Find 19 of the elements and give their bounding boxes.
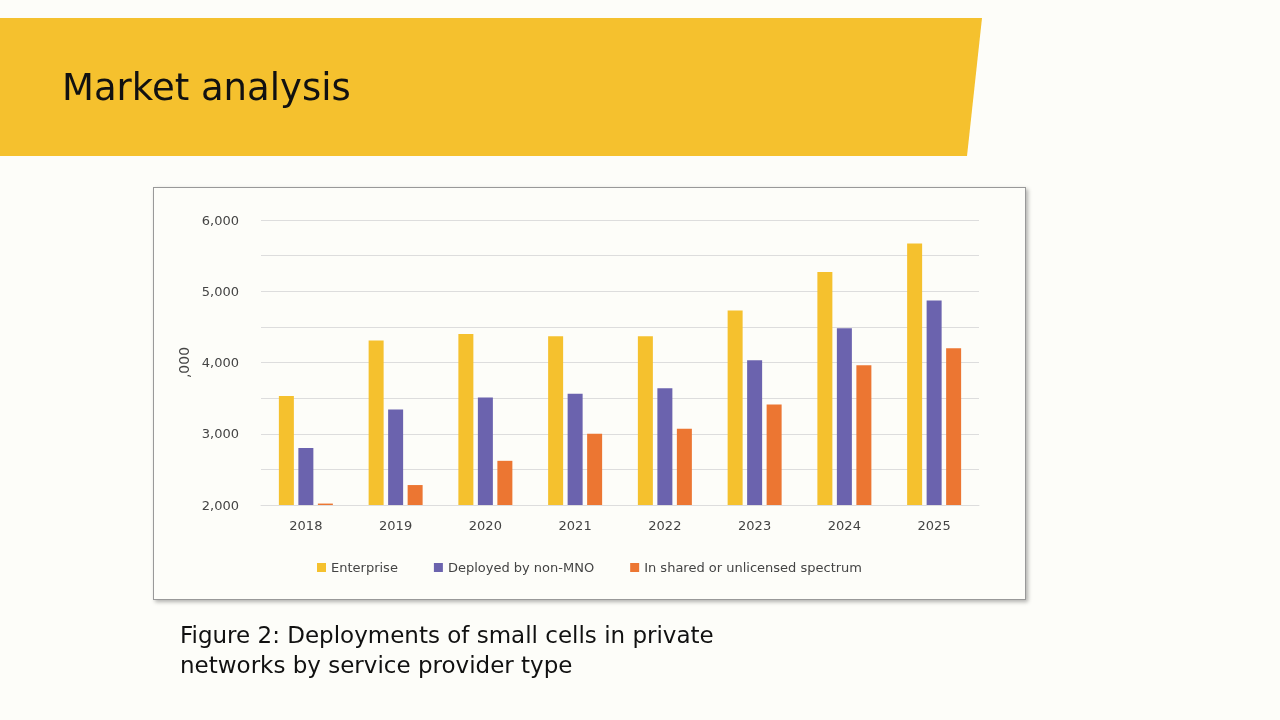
y-tick-label: 4,000 xyxy=(201,355,239,370)
x-tick-label: 2025 xyxy=(917,518,951,533)
x-tick-label: 2021 xyxy=(558,518,592,533)
x-tick-label: 2018 xyxy=(289,518,323,533)
y-axis-title: ,000 xyxy=(175,346,192,379)
y-tick-label: 5,000 xyxy=(201,283,239,299)
x-tick-label: 2019 xyxy=(379,518,413,533)
x-tick-label: 2023 xyxy=(738,518,772,533)
x-tick-label: 2022 xyxy=(648,518,682,533)
legend-label: In shared or unlicensed spectrum xyxy=(644,560,862,575)
x-tick-label: 2020 xyxy=(468,518,502,533)
legend-label: Deployed by non-MNO xyxy=(447,560,595,575)
caption: Figure 2: Deployments of small cells in private networks by service provider type xyxy=(180,621,715,680)
y-tick-label: 6,000 xyxy=(201,212,239,228)
y-tick-label: 2,000 xyxy=(201,497,239,513)
legend-label: Enterprise xyxy=(331,560,398,575)
y-tick-label: 3,000 xyxy=(201,426,239,442)
x-tick-label: 2024 xyxy=(827,518,861,533)
chart-title: Market analysis xyxy=(62,66,351,109)
